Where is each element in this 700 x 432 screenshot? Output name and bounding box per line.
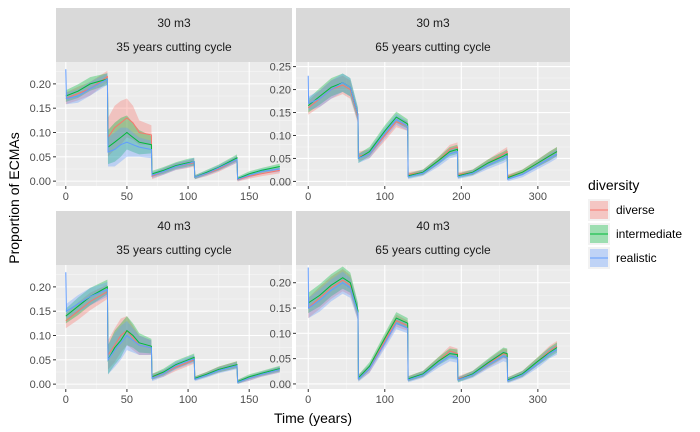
facet-strip (56, 8, 292, 62)
panel-4: 40 m3 65 years cutting cycle 0 100 200 300 0.0… (270, 211, 570, 406)
y-tick-label: 0.05 (30, 355, 51, 367)
y-tick-label: 0.10 (30, 128, 51, 140)
series-line-realistic (307, 267, 558, 382)
x-tick-label: 300 (529, 394, 547, 406)
legend-label-diverse: diverse (616, 203, 655, 217)
x-tick-label: 0 (305, 394, 311, 406)
legend: diversity diverse intermediate realistic (588, 177, 682, 269)
x-tick-label: 300 (529, 191, 547, 203)
strip-label-volume: 40 m3 (416, 219, 450, 233)
panel-2: 30 m3 65 years cutting cycle 0 100 200 300 0.0… (270, 8, 570, 203)
y-tick-label: 0.15 (270, 303, 291, 315)
x-tick-label: 200 (452, 394, 470, 406)
ribbon-diverse (65, 70, 280, 182)
strip-label-cycle: 65 years cutting cycle (375, 40, 491, 54)
ribbon-intermediate (65, 73, 280, 181)
panel-3: 40 m3 35 years cutting cycle 0 50 100 150 0.00… (30, 211, 292, 406)
y-tick-label: 0.00 (270, 379, 291, 391)
y-tick-label: 0.05 (270, 153, 291, 165)
plot-background (296, 265, 570, 389)
legend-label-intermediate: intermediate (616, 227, 682, 241)
x-tick-label: 100 (179, 191, 197, 203)
x-tick-label: 100 (376, 394, 394, 406)
y-tick-label: 0.15 (30, 306, 51, 318)
x-tick-label: 50 (121, 191, 133, 203)
x-tick-label: 100 (179, 394, 197, 406)
x-tick-label: 50 (121, 394, 133, 406)
ribbon-intermediate (65, 279, 280, 384)
x-tick-label: 150 (240, 394, 258, 406)
x-tick-label: 0 (63, 191, 69, 203)
series-group (307, 266, 558, 384)
legend-label-realistic: realistic (616, 251, 657, 265)
ribbon-realistic (65, 69, 280, 182)
y-tick-label: 0.00 (30, 379, 51, 391)
ribbon-intermediate (308, 266, 557, 383)
series-line-realistic (307, 75, 558, 180)
facet-strip (56, 211, 292, 265)
y-tick-label: 0.15 (30, 103, 51, 115)
y-tick-label: 0.20 (270, 85, 291, 97)
x-tick-label: 200 (452, 191, 470, 203)
ribbon-realistic (65, 272, 280, 385)
x-axis-title: Time (years) (274, 410, 352, 426)
x-tick-label: 0 (63, 394, 69, 406)
strip-label-cycle: 35 years cutting cycle (116, 243, 232, 257)
y-tick-label: 0.20 (270, 278, 291, 290)
strip-label-cycle: 35 years cutting cycle (116, 40, 232, 54)
series-line-realistic (65, 272, 280, 383)
facet-strip (296, 8, 570, 62)
ribbon-realistic (308, 267, 557, 384)
x-tick-label: 0 (305, 191, 311, 203)
strip-label-volume: 40 m3 (157, 219, 191, 233)
x-tick-label: 150 (240, 191, 258, 203)
y-tick-label: 0.10 (270, 328, 291, 340)
y-tick-label: 0.00 (30, 176, 51, 188)
ribbon-diverse (308, 269, 557, 383)
y-tick-label: 0.25 (270, 62, 291, 74)
x-tick-label: 100 (376, 191, 394, 203)
strip-label-volume: 30 m3 (157, 16, 191, 30)
strip-label-volume: 30 m3 (416, 16, 450, 30)
y-tick-label: 0.05 (270, 354, 291, 366)
strip-label-cycle: 65 years cutting cycle (375, 243, 491, 257)
y-tick-label: 0.15 (270, 108, 291, 120)
y-tick-label: 0.05 (30, 152, 51, 164)
y-tick-label: 0.20 (30, 282, 51, 294)
y-axis-title: Proportion of ECMAs (6, 132, 22, 264)
y-tick-label: 0.20 (30, 79, 51, 91)
series-group (65, 69, 280, 182)
ribbon-realistic (308, 73, 557, 182)
y-tick-label: 0.10 (30, 331, 51, 343)
panel-1: 30 m3 35 years cutting cycle 0 50 100 150 0.00… (30, 8, 292, 203)
facet-strip (296, 211, 570, 265)
series-group (307, 73, 558, 182)
series-group (65, 272, 280, 385)
y-tick-label: 0.10 (270, 130, 291, 142)
y-tick-label: 0.00 (270, 176, 291, 188)
series-line-realistic (65, 69, 280, 180)
legend-title: diversity (588, 177, 639, 193)
